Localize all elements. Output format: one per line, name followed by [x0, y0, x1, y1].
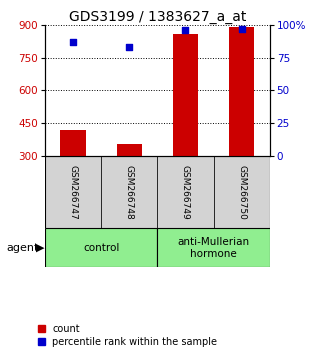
- Text: control: control: [83, 243, 119, 253]
- Title: GDS3199 / 1383627_a_at: GDS3199 / 1383627_a_at: [69, 10, 246, 24]
- Point: [239, 26, 244, 32]
- Bar: [229, 27, 254, 156]
- FancyBboxPatch shape: [157, 156, 214, 228]
- Text: agent: agent: [6, 243, 38, 253]
- Text: anti-Mullerian
hormone: anti-Mullerian hormone: [177, 237, 250, 259]
- FancyBboxPatch shape: [45, 228, 157, 267]
- FancyBboxPatch shape: [45, 156, 101, 228]
- FancyBboxPatch shape: [101, 156, 157, 228]
- Point: [127, 44, 132, 50]
- FancyBboxPatch shape: [214, 156, 270, 228]
- Text: GSM266750: GSM266750: [237, 165, 246, 219]
- Text: GSM266747: GSM266747: [69, 165, 78, 219]
- Bar: [117, 144, 142, 156]
- Bar: [60, 130, 86, 156]
- Text: ▶: ▶: [36, 243, 44, 253]
- Text: GSM266748: GSM266748: [125, 165, 134, 219]
- Point: [71, 39, 76, 45]
- Text: GSM266749: GSM266749: [181, 165, 190, 219]
- Legend: count, percentile rank within the sample: count, percentile rank within the sample: [36, 322, 219, 349]
- FancyBboxPatch shape: [157, 228, 270, 267]
- Bar: [173, 34, 198, 156]
- Point: [183, 27, 188, 33]
